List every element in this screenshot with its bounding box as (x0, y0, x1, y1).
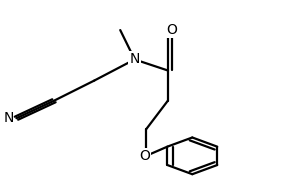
Text: O: O (139, 149, 150, 163)
Text: N: N (129, 53, 140, 66)
Text: N: N (3, 111, 14, 125)
Text: O: O (166, 23, 177, 37)
